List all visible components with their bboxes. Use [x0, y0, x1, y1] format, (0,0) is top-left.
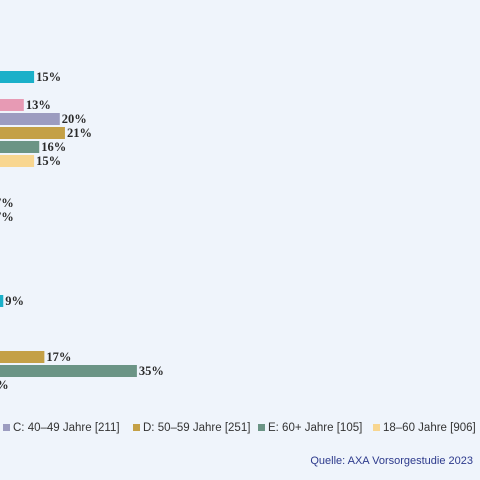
legend-label: C: 40–49 Jahre [211] — [13, 422, 120, 434]
legend-label: E: 60+ Jahre [105] — [268, 422, 362, 434]
value-label: 16% — [41, 140, 66, 154]
legend-swatch — [133, 424, 140, 431]
source: Quelle: AXA Vorsorgestudie 2023 — [310, 455, 473, 467]
value-label: 7% — [0, 210, 14, 224]
bar — [0, 155, 35, 167]
bar — [0, 99, 24, 111]
value-label: 13% — [26, 98, 51, 112]
value-label: 6% — [0, 378, 9, 392]
value-label: 9% — [5, 294, 24, 308]
bar — [0, 127, 65, 139]
value-label: 21% — [67, 126, 92, 140]
bar — [0, 295, 4, 307]
legend-swatch — [258, 424, 265, 431]
bar — [0, 351, 45, 363]
value-label: 15% — [36, 154, 61, 168]
value-label: 7% — [0, 196, 14, 210]
value-label: 35% — [139, 364, 164, 378]
legend-swatch — [373, 424, 380, 431]
value-label: 17% — [46, 350, 71, 364]
value-label: 20% — [62, 112, 87, 126]
legend-swatch — [3, 424, 10, 431]
bar — [0, 71, 35, 83]
value-label: 15% — [36, 70, 61, 84]
bar — [0, 365, 137, 377]
legend-label: 18–60 Jahre [906] — [383, 422, 476, 434]
bar — [0, 113, 60, 125]
bar — [0, 141, 40, 153]
legend-label: D: 50–59 Jahre [251] — [143, 422, 250, 434]
